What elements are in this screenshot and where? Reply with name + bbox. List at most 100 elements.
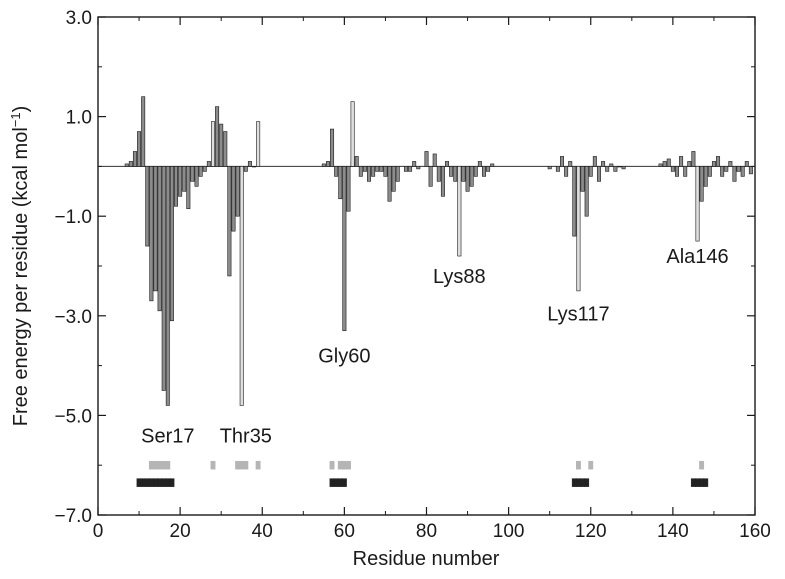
bar-residue-64 (358, 166, 363, 177)
bar-residue-61 (346, 166, 351, 212)
bar-residue-124 (605, 166, 610, 172)
marker-row1-residue-60 (341, 460, 347, 470)
bar-residue-81 (428, 166, 433, 187)
bar-residue-84 (440, 166, 445, 197)
bar-residue-21 (182, 166, 187, 192)
bar-residue-59 (338, 166, 343, 200)
bar-residue-141 (674, 166, 679, 177)
bar-residue-35 (239, 166, 244, 406)
bar-residue-77 (412, 161, 417, 167)
marker-row2-residue-13 (148, 478, 154, 487)
bar-residue-20 (178, 166, 183, 197)
x-tick-label-80: 80 (416, 521, 437, 542)
bar-residue-10 (137, 131, 142, 167)
bar-residue-152 (720, 166, 725, 177)
marker-row1-residue-36 (243, 460, 249, 470)
annotation-lys88: Lys88 (433, 266, 486, 288)
bar-residue-62 (350, 101, 355, 167)
bar-residue-116 (572, 166, 577, 237)
bar-residue-156 (736, 166, 741, 172)
marker-row2-residue-14 (153, 478, 158, 487)
bar-residue-158 (744, 161, 749, 167)
bar-residue-118 (580, 166, 585, 192)
bar-residue-58 (334, 166, 339, 177)
bar-residue-63 (354, 156, 359, 167)
bar-residue-80 (424, 151, 429, 167)
bar-residue-89 (461, 166, 466, 182)
bar-residue-139 (666, 158, 671, 167)
bar-residue-96 (490, 163, 495, 167)
marker-row1-residue-34 (235, 460, 241, 470)
bar-residue-34 (235, 166, 240, 217)
bar-residue-94 (482, 166, 486, 177)
bar-residue-83 (436, 166, 441, 182)
bar-residue-128 (621, 166, 626, 170)
bar-residue-127 (617, 166, 622, 168)
marker-row1-residue-57 (329, 460, 335, 470)
bar-residue-125 (609, 163, 614, 167)
bar-residue-123 (601, 161, 606, 167)
marker-row1-residue-13 (148, 460, 154, 470)
y-tick-label-2: −1.0 (54, 207, 92, 228)
x-tick-label-140: 140 (657, 521, 689, 542)
bar-residue-39 (256, 121, 261, 167)
y-tick-label-3: −3.0 (54, 307, 92, 328)
bar-residue-22 (186, 166, 191, 210)
bar-residue-72 (391, 166, 396, 192)
marker-row1-residue-61 (346, 460, 351, 470)
bar-residue-57 (330, 128, 335, 167)
bar-residue-155 (732, 166, 737, 182)
ticks-layer: 0 20 40 60 80 100 120 140 160 3.0 1.0 −1.0 −3.0 −5.0 −… (54, 8, 770, 542)
y-tick-label-4: −5.0 (54, 406, 92, 427)
bar-residue-55 (321, 163, 326, 167)
marker-row2-residue-117 (575, 478, 581, 487)
bar-residue-146 (695, 166, 700, 242)
y-tick-label-1: 1.0 (66, 108, 92, 129)
bar-residue-14 (153, 166, 158, 292)
bar-residue-114 (564, 166, 569, 177)
bar-residue-147 (699, 166, 704, 202)
marker-row1-residue-16 (161, 460, 167, 470)
annotation-ala146: Ala146 (666, 246, 728, 268)
bar-residue-143 (683, 166, 688, 177)
marker-row2-residue-60 (341, 478, 347, 487)
bar-residue-93 (477, 161, 482, 167)
bar-residue-85 (445, 161, 450, 167)
marker-row2-residue-59 (337, 478, 343, 487)
bar-residue-7 (124, 163, 129, 167)
y-axis-title-close: ) (10, 106, 32, 113)
annotation-ser17: Ser17 (141, 425, 194, 447)
bar-residue-115 (568, 161, 573, 167)
bar-residue-30 (219, 123, 224, 167)
annotation-gly60: Gly60 (318, 346, 370, 368)
bar-residue-66 (367, 166, 371, 182)
bar-residue-149 (707, 166, 712, 177)
bar-residue-28 (210, 121, 215, 167)
marker-row2-residue-119 (584, 478, 590, 487)
bar-residue-140 (670, 166, 675, 172)
bar-residue-33 (231, 166, 236, 232)
markers-layer (136, 460, 709, 487)
bar-residue-144 (687, 161, 692, 167)
y-tick-label-5: −7.0 (54, 506, 92, 527)
marker-row1-residue-14 (153, 460, 158, 470)
bar-residue-37 (247, 161, 252, 167)
marker-row2-residue-116 (571, 478, 577, 487)
bar-residue-68 (375, 166, 380, 172)
marker-row2-residue-12 (144, 478, 150, 487)
x-axis-title: Residue number (353, 548, 500, 570)
marker-row2-residue-16 (161, 478, 167, 487)
bar-residue-145 (691, 151, 696, 167)
x-tick-label-120: 120 (575, 521, 607, 542)
marker-row1-residue-117 (575, 460, 581, 470)
x-tick-label-160: 160 (739, 521, 771, 542)
y-tick-label-0: 3.0 (66, 8, 92, 29)
bar-residue-122 (596, 166, 601, 182)
bar-residue-31 (223, 131, 228, 167)
marker-row2-residue-18 (169, 478, 175, 487)
bar-residue-67 (371, 166, 376, 177)
bar-residue-117 (576, 166, 581, 292)
marker-row2-residue-15 (157, 478, 163, 487)
x-tick-label-0: 0 (93, 521, 104, 542)
